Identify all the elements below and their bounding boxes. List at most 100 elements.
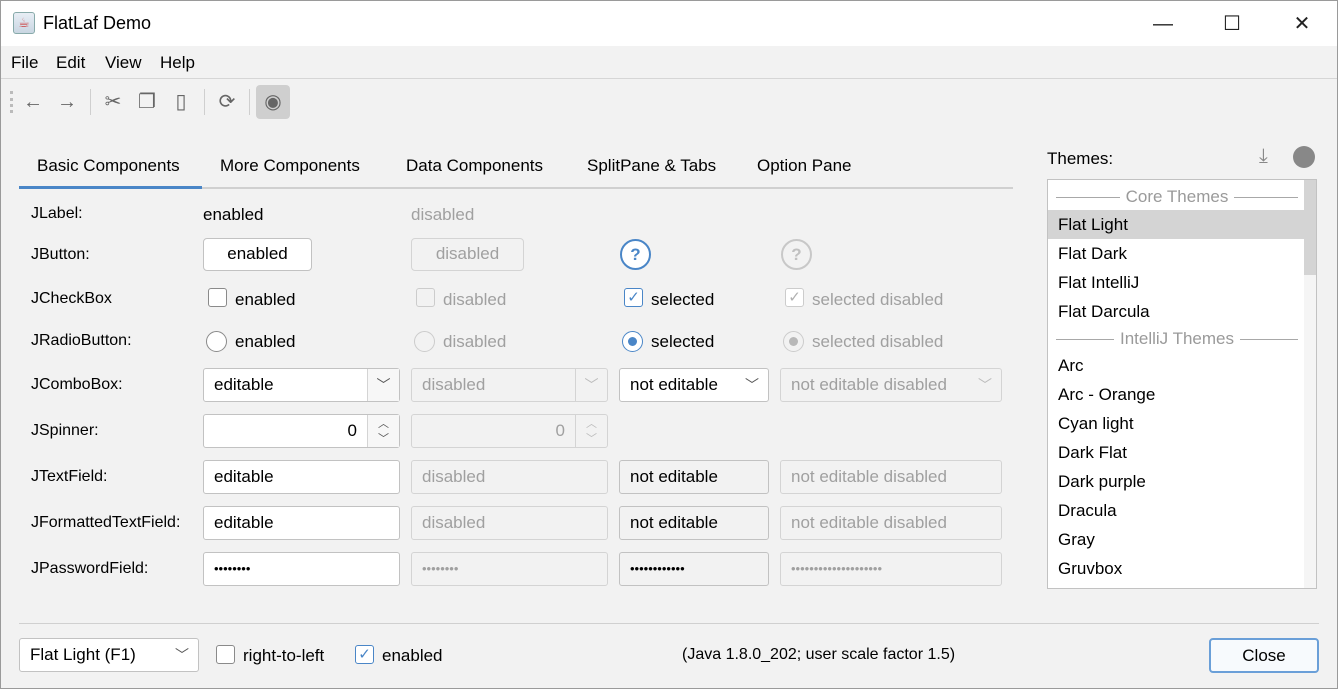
themes-scrollbar[interactable] <box>1304 180 1316 588</box>
title-bar <box>1 1 1337 46</box>
password-not-editable[interactable]: •••••••••••• <box>619 552 769 586</box>
formatted-disabled: disabled <box>411 506 608 540</box>
spinner-disabled-value: 0 <box>555 421 565 440</box>
password-not-editable-disabled: •••••••••••••••••••• <box>780 552 1002 586</box>
tab-data-components[interactable]: Data Components <box>406 156 544 175</box>
chevron-down-icon: ﹀ <box>978 377 992 393</box>
theme-item[interactable]: Dark Flat <box>1058 443 1127 462</box>
chevron-down-icon[interactable]: ﹀ <box>367 369 399 401</box>
copy-icon[interactable]: ❐ <box>138 91 156 113</box>
radio-enabled[interactable] <box>206 331 227 352</box>
formatted-not-editable[interactable]: not editable <box>619 506 769 540</box>
group-intellij-themes: IntelliJ Themes <box>1056 324 1298 353</box>
menu-help[interactable]: Help <box>160 53 195 72</box>
combo-not-editable[interactable]: not editable ﹀ <box>619 368 769 402</box>
combo-editable[interactable]: editable ﹀ <box>203 368 400 402</box>
help-button-disabled: ? <box>781 239 812 270</box>
toolbar-grip[interactable] <box>10 91 13 113</box>
checkbox-disabled <box>416 288 435 307</box>
spinner-arrows-icon[interactable]: ︿ ﹀ <box>367 415 399 447</box>
themes-list[interactable]: Core Themes Flat Light Flat Dark Flat In… <box>1047 179 1317 589</box>
github-icon[interactable] <box>1293 146 1315 168</box>
combo-not-editable-disabled-value: not editable disabled <box>791 375 947 394</box>
password-editable[interactable]: •••••••• <box>203 552 400 586</box>
formatted-editable[interactable]: editable <box>203 506 400 540</box>
radio-enabled-label[interactable]: enabled <box>235 332 296 351</box>
cut-icon[interactable]: ✂ <box>104 91 122 113</box>
tab-basic-components[interactable]: Basic Components <box>37 156 180 175</box>
theme-item[interactable]: Arc <box>1058 356 1084 375</box>
theme-item[interactable]: Cyan light <box>1058 414 1134 433</box>
enabled-label[interactable]: enabled <box>382 646 443 665</box>
textfield-not-editable[interactable]: not editable <box>619 460 769 494</box>
themes-scrollbar-thumb[interactable] <box>1304 180 1316 275</box>
eye-icon[interactable]: ◉ <box>256 85 290 119</box>
jradiobutton-label: JRadioButton: <box>31 332 132 349</box>
refresh-icon[interactable]: ⟳ <box>218 91 236 113</box>
theme-item[interactable]: Gray <box>1058 530 1095 549</box>
java-info: (Java 1.8.0_202; user scale factor 1.5) <box>682 646 956 663</box>
combo-not-editable-value: not editable <box>630 375 718 394</box>
checkbox-selected-label[interactable]: selected <box>651 290 715 309</box>
theme-combo-value: Flat Light (F1) <box>30 645 136 664</box>
textfield-disabled: disabled <box>411 460 608 494</box>
theme-item[interactable]: Gruvbox <box>1058 559 1123 578</box>
close-button[interactable]: Close <box>1209 638 1319 673</box>
minimize-button[interactable]: — <box>1153 13 1173 35</box>
theme-item[interactable]: Flat IntelliJ <box>1058 273 1140 292</box>
menu-view[interactable]: View <box>105 53 142 72</box>
checkbox-enabled[interactable] <box>208 288 227 307</box>
radio-selected[interactable] <box>622 331 643 352</box>
download-icon[interactable]: ⤓ <box>1259 145 1268 167</box>
menu-edit[interactable]: Edit <box>56 53 86 72</box>
theme-combo[interactable]: Flat Light (F1) ﹀ <box>19 638 199 672</box>
chevron-down-icon[interactable]: ﹀ <box>745 377 759 393</box>
textfield-editable[interactable]: editable <box>203 460 400 494</box>
checkbox-disabled-label: disabled <box>443 290 507 309</box>
jformattedtextfield-label: JFormattedTextField: <box>31 514 181 531</box>
toolbar-separator <box>204 89 205 115</box>
combo-not-editable-disabled: not editable disabled ﹀ <box>780 368 1002 402</box>
theme-item[interactable]: Dracula <box>1058 501 1117 520</box>
arrow-left-icon[interactable]: ← <box>23 91 43 113</box>
radio-disabled-label: disabled <box>443 332 507 351</box>
jlabel-label: JLabel: <box>31 205 83 222</box>
group-core-themes: Core Themes <box>1056 182 1298 211</box>
tab-more-components[interactable]: More Components <box>220 156 360 175</box>
radio-selected-disabled-label: selected disabled <box>812 332 944 351</box>
paste-icon[interactable]: ▯ <box>175 91 187 113</box>
chevron-down-icon: ﹀ <box>575 369 607 401</box>
theme-item[interactable]: Flat Darcula <box>1058 302 1150 321</box>
theme-item[interactable]: Dark purple <box>1058 472 1146 491</box>
password-disabled: •••••••• <box>411 552 608 586</box>
textfield-not-editable-disabled: not editable disabled <box>780 460 1002 494</box>
checkbox-selected-disabled-label: selected disabled <box>812 290 944 309</box>
formatted-not-editable-disabled: not editable disabled <box>780 506 1002 540</box>
rtl-checkbox[interactable] <box>216 645 235 664</box>
spinner-arrows-icon: ︿ ﹀ <box>575 415 607 447</box>
radio-disabled <box>414 331 435 352</box>
tab-option-pane[interactable]: Option Pane <box>757 156 852 175</box>
menu-file[interactable]: File <box>11 53 39 72</box>
enabled-button[interactable]: enabled <box>203 238 312 271</box>
chevron-down-icon[interactable]: ﹀ <box>175 647 189 663</box>
label-disabled: disabled <box>411 205 475 224</box>
theme-item[interactable]: Arc - Orange <box>1058 385 1156 404</box>
arrow-right-icon[interactable]: → <box>57 91 77 113</box>
theme-item[interactable]: Flat Light <box>1048 210 1304 239</box>
checkbox-selected[interactable]: ✓ <box>624 288 643 307</box>
toolbar-separator <box>249 89 250 115</box>
spinner-enabled-value: 0 <box>347 421 357 440</box>
tab-splitpane-tabs[interactable]: SplitPane & Tabs <box>587 156 717 175</box>
theme-item[interactable]: Flat Dark <box>1058 244 1127 263</box>
checkbox-enabled-label[interactable]: enabled <box>235 290 296 309</box>
enabled-checkbox[interactable]: ✓ <box>355 645 374 664</box>
rtl-label[interactable]: right-to-left <box>243 646 325 665</box>
spinner-enabled[interactable]: 0 ︿ ﹀ <box>203 414 400 448</box>
maximize-button[interactable]: ☐ <box>1223 13 1241 35</box>
radio-selected-label[interactable]: selected <box>651 332 715 351</box>
combo-disabled-value: disabled <box>422 375 486 394</box>
close-window-button[interactable]: ✕ <box>1293 13 1311 35</box>
help-button[interactable]: ? <box>620 239 651 270</box>
jtextfield-label: JTextField: <box>31 468 108 485</box>
